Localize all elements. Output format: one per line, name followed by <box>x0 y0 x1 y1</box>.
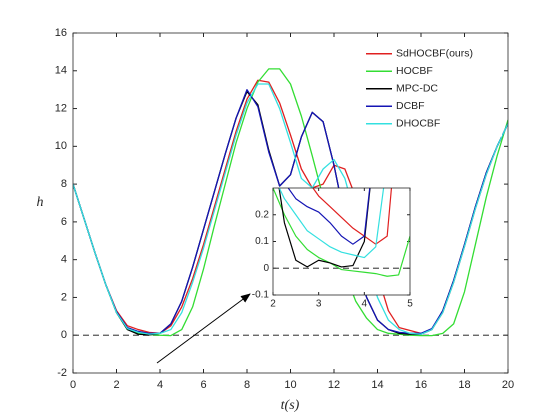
legend-label: MPC-DC <box>396 83 438 95</box>
axes-box <box>272 187 411 296</box>
series-line <box>73 89 508 334</box>
legend-label: DCBF <box>396 100 425 112</box>
x-tick-label: 20 <box>502 379 514 391</box>
y-axis-label: h <box>37 195 44 210</box>
y-tick-label: 0.2 <box>255 209 269 220</box>
series-lines <box>273 188 410 277</box>
axes-box <box>72 32 509 374</box>
x-tick-label: 0 <box>70 379 76 391</box>
legend: SdHOCBF(ours) HOCBF MPC-DC DCBF DHOCBF <box>362 41 502 137</box>
x-tick-label: 6 <box>200 379 206 391</box>
x-tick-label: 14 <box>371 379 383 391</box>
y-tick-label: -2 <box>57 367 67 379</box>
series-line <box>287 188 371 245</box>
x-tick-label: 12 <box>328 379 340 391</box>
legend-label: DHOCBF <box>396 118 440 130</box>
series-line <box>278 188 385 259</box>
y-tick-label: 14 <box>55 65 67 77</box>
series-line <box>312 188 393 245</box>
y-tick-label: 0.1 <box>255 236 269 247</box>
y-tick-label: 4 <box>61 254 67 266</box>
x-tick-label: 3 <box>316 299 322 310</box>
series-line <box>73 83 508 335</box>
x-tick-label: 16 <box>415 379 427 391</box>
inset-background <box>273 188 410 295</box>
inset-axes: 2 3 4 5 -0.1 0 0.1 0.2 <box>252 187 413 310</box>
y-tick-label: 10 <box>55 140 67 152</box>
y-tick-label: -0.1 <box>252 290 270 301</box>
y-tick-label: 8 <box>61 178 67 190</box>
x-tick-label: 18 <box>458 379 470 391</box>
y-tick-label: 0 <box>263 263 269 274</box>
series-lines <box>73 68 508 337</box>
x-tick-label: 10 <box>284 379 296 391</box>
series-line <box>273 188 410 277</box>
y-tick-label: 12 <box>55 102 67 114</box>
y-tick-label: 2 <box>61 291 67 303</box>
legend-label: HOCBF <box>396 65 433 77</box>
x-tick-label: 4 <box>362 299 368 310</box>
y-tick-label: 16 <box>55 27 67 39</box>
y-tick-label: 0 <box>61 329 67 341</box>
series-line <box>278 188 371 268</box>
x-axis-label: t(s) <box>281 398 300 413</box>
zoom-arrow <box>156 293 251 364</box>
legend-label: SdHOCBF(ours) <box>396 48 473 60</box>
y-tick-label: 6 <box>61 216 67 228</box>
x-tick-label: 5 <box>407 299 413 310</box>
x-tick-label: 2 <box>113 379 119 391</box>
x-tick-label: 8 <box>244 379 250 391</box>
x-tick-label: 2 <box>270 299 276 310</box>
x-tick-label: 4 <box>157 379 163 391</box>
